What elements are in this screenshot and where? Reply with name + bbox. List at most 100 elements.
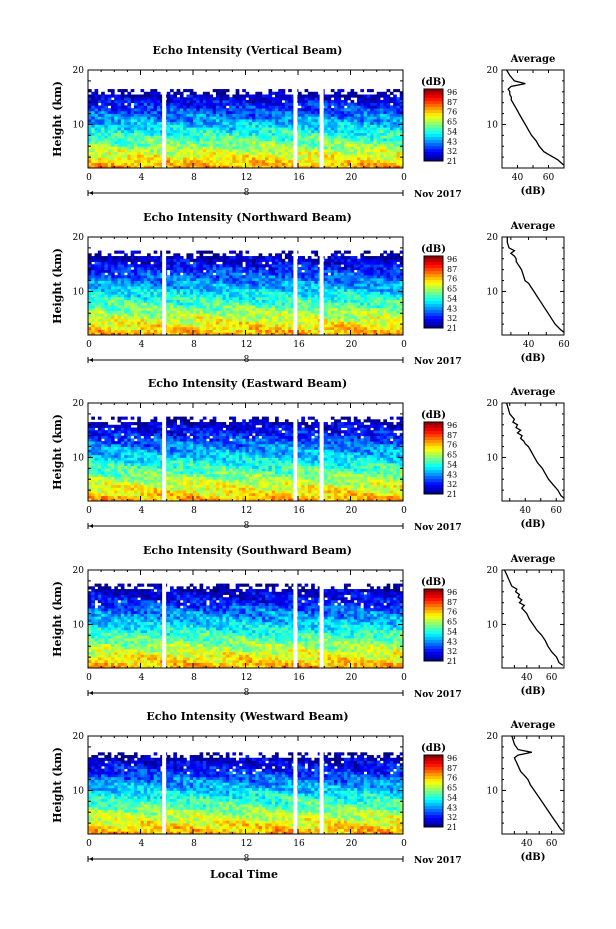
heatmap-cell — [183, 289, 187, 292]
heatmap-cell — [305, 289, 309, 292]
heatmap-cell — [377, 302, 381, 305]
heatmap-cell — [196, 302, 200, 305]
heatmap-cell — [118, 316, 122, 319]
heatmap-cell — [242, 89, 246, 92]
heatmap-cell — [141, 138, 145, 141]
heatmap-cell — [121, 144, 125, 147]
heatmap-cell — [121, 124, 125, 127]
heatmap-cell — [387, 152, 391, 155]
heatmap-cell — [380, 291, 384, 294]
heatmap-cell — [108, 144, 112, 147]
heatmap-cell — [328, 141, 332, 144]
heatmap-cell — [108, 116, 112, 119]
heatmap-cell — [111, 286, 115, 289]
heatmap-cell — [226, 302, 230, 305]
colorbar-segment — [424, 149, 443, 153]
heatmap-cell — [170, 316, 174, 319]
heatmap-cell — [268, 127, 272, 130]
heatmap-cell — [364, 97, 368, 100]
heatmap-cell — [308, 289, 312, 292]
heatmap-cell — [114, 321, 118, 324]
heatmap-cell — [377, 300, 381, 303]
heatmap-cell — [344, 100, 348, 103]
heatmap-cell — [390, 297, 394, 300]
heatmap-cell — [209, 100, 213, 103]
heatmap-cell — [347, 291, 351, 294]
heatmap-cell — [98, 305, 102, 308]
heatmap-cell — [104, 124, 108, 127]
heatmap-cell — [114, 141, 118, 144]
heatmap-cell — [396, 116, 400, 119]
heatmap-cell — [134, 294, 138, 297]
heatmap-cell — [154, 313, 158, 316]
heatmap-cell — [150, 300, 154, 303]
heatmap-cell — [367, 124, 371, 127]
heatmap-cell — [341, 141, 345, 144]
heatmap-cell — [131, 163, 135, 166]
heatmap-cell — [91, 281, 95, 284]
heatmap-cell — [141, 119, 145, 122]
heatmap-cell — [298, 319, 302, 322]
heatmap-cell — [377, 278, 381, 281]
heatmap-cell — [305, 278, 309, 281]
heatmap-cell — [298, 152, 302, 155]
heatmap-cell — [265, 97, 269, 100]
heatmap-cell — [305, 305, 309, 308]
heatmap-cell — [328, 311, 332, 314]
heatmap-cell — [367, 103, 371, 106]
heatmap-cell — [118, 302, 122, 305]
heatmap-cell — [380, 127, 384, 130]
heatmap-cell — [219, 330, 223, 333]
heatmap-cell — [108, 122, 112, 125]
heatmap-cell — [147, 289, 151, 292]
heatmap-cell — [262, 157, 266, 160]
heatmap-cell — [167, 311, 171, 314]
heatmap-cell — [104, 133, 108, 136]
heatmap-cell — [255, 130, 259, 133]
heatmap-cell — [154, 149, 158, 152]
heatmap-cell — [328, 286, 332, 289]
heatmap-cell — [278, 135, 282, 138]
heatmap-cell — [351, 289, 355, 292]
heatmap-cell — [275, 108, 279, 111]
heatmap-cell — [190, 311, 194, 314]
heatmap-cell — [265, 302, 269, 305]
heatmap-cell — [200, 308, 204, 311]
heatmap-cell — [209, 146, 213, 149]
heatmap-cell — [367, 330, 371, 333]
heatmap-cell — [331, 141, 335, 144]
heatmap-cell — [239, 154, 243, 157]
heatmap-cell — [157, 144, 161, 147]
heatmap-cell — [298, 327, 302, 330]
heatmap-cell — [288, 100, 292, 103]
heatmap-cell — [242, 124, 246, 127]
heatmap-cell — [190, 300, 194, 303]
heatmap-cell — [170, 160, 174, 163]
heatmap-cell — [383, 97, 387, 100]
heatmap-cell — [124, 108, 128, 111]
heatmap-cell — [173, 154, 177, 157]
heatmap-cell — [265, 160, 269, 163]
heatmap-cell — [154, 289, 158, 292]
heatmap-cell — [347, 144, 351, 147]
heatmap-cell — [229, 97, 233, 100]
heatmap-cell — [170, 138, 174, 141]
heatmap-cell — [252, 144, 256, 147]
heatmap-cell — [252, 281, 256, 284]
heatmap-cell — [390, 319, 394, 322]
heatmap-cell — [275, 157, 279, 160]
heatmap-cell — [236, 281, 240, 284]
heatmap-cell — [134, 300, 138, 303]
heatmap-cell — [331, 149, 335, 152]
heatmap-cell — [308, 291, 312, 294]
heatmap-cell — [134, 152, 138, 155]
heatmap-cell — [393, 302, 397, 305]
heatmap-cell — [396, 321, 400, 324]
heatmap-cell — [314, 144, 318, 147]
heatmap-cell — [311, 127, 315, 130]
heatmap-cell — [127, 95, 131, 98]
heatmap-cell — [357, 305, 361, 308]
heatmap-cell — [282, 138, 286, 141]
heatmap-cell — [203, 97, 207, 100]
heatmap-cell — [246, 319, 250, 322]
